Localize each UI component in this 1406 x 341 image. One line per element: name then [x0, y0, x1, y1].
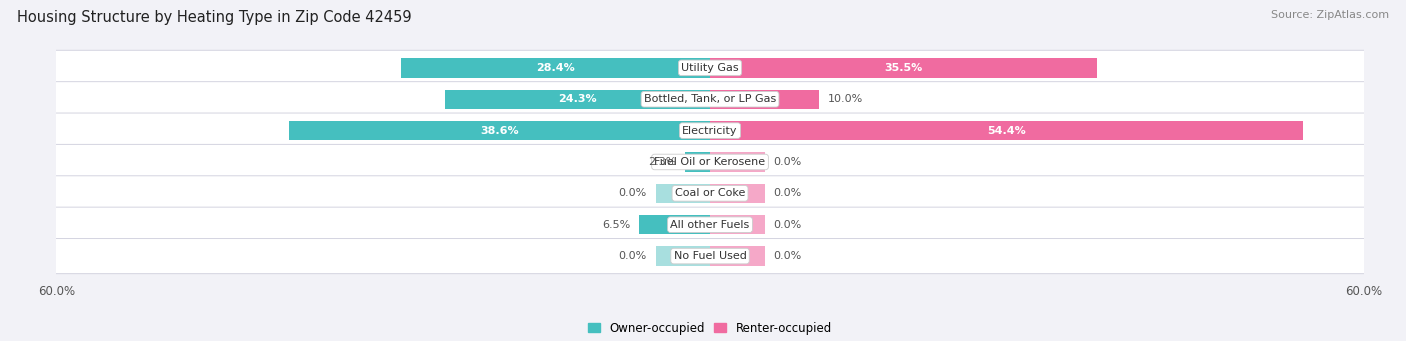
Text: Utility Gas: Utility Gas: [682, 63, 738, 73]
Text: 0.0%: 0.0%: [773, 220, 801, 230]
Bar: [640, 215, 710, 235]
Text: Source: ZipAtlas.com: Source: ZipAtlas.com: [1271, 10, 1389, 20]
Text: 35.5%: 35.5%: [884, 63, 922, 73]
FancyBboxPatch shape: [49, 176, 1371, 211]
Text: 0.0%: 0.0%: [773, 188, 801, 198]
FancyBboxPatch shape: [49, 238, 1371, 274]
Text: 0.0%: 0.0%: [619, 188, 647, 198]
Bar: [290, 121, 710, 140]
FancyBboxPatch shape: [49, 81, 1371, 117]
Bar: [710, 246, 765, 266]
FancyBboxPatch shape: [49, 207, 1371, 242]
FancyBboxPatch shape: [49, 50, 1371, 86]
Bar: [655, 246, 710, 266]
Text: 10.0%: 10.0%: [828, 94, 863, 104]
Legend: Owner-occupied, Renter-occupied: Owner-occupied, Renter-occupied: [583, 317, 837, 340]
Text: 6.5%: 6.5%: [602, 220, 630, 230]
Text: 28.4%: 28.4%: [536, 63, 575, 73]
Text: Fuel Oil or Kerosene: Fuel Oil or Kerosene: [654, 157, 766, 167]
Text: 38.6%: 38.6%: [481, 125, 519, 136]
Text: Bottled, Tank, or LP Gas: Bottled, Tank, or LP Gas: [644, 94, 776, 104]
Text: 0.0%: 0.0%: [773, 251, 801, 261]
Text: 54.4%: 54.4%: [987, 125, 1026, 136]
Text: Electricity: Electricity: [682, 125, 738, 136]
Bar: [710, 215, 765, 235]
Bar: [655, 183, 710, 203]
Text: 0.0%: 0.0%: [619, 251, 647, 261]
Text: 0.0%: 0.0%: [773, 157, 801, 167]
Bar: [401, 58, 710, 78]
Text: 2.3%: 2.3%: [648, 157, 676, 167]
FancyBboxPatch shape: [49, 113, 1371, 148]
Bar: [710, 121, 1303, 140]
FancyBboxPatch shape: [49, 144, 1371, 180]
Bar: [446, 89, 710, 109]
Bar: [710, 89, 818, 109]
Bar: [710, 58, 1097, 78]
Bar: [710, 152, 765, 172]
Text: All other Fuels: All other Fuels: [671, 220, 749, 230]
Bar: [685, 152, 710, 172]
Text: No Fuel Used: No Fuel Used: [673, 251, 747, 261]
Text: Coal or Coke: Coal or Coke: [675, 188, 745, 198]
Text: 24.3%: 24.3%: [558, 94, 598, 104]
Text: Housing Structure by Heating Type in Zip Code 42459: Housing Structure by Heating Type in Zip…: [17, 10, 412, 25]
Bar: [710, 183, 765, 203]
